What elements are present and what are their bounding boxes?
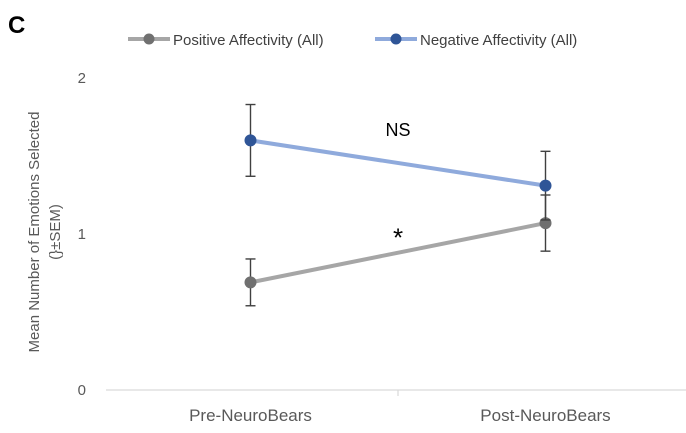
significance-label: * [393, 223, 403, 253]
series-line [250, 221, 546, 285]
data-point [244, 276, 257, 289]
legend-marker-negative [390, 33, 402, 45]
legend-label-negative: Negative Affectivity (All) [420, 32, 577, 49]
y-tick-labels: 0 1 2 [78, 70, 86, 399]
significance-label: NS [385, 120, 410, 140]
x-category-label: Post-NeuroBears [480, 406, 610, 425]
legend-label-positive: Positive Affectivity (All) [173, 32, 324, 49]
data-point [244, 134, 257, 147]
y-tick-label: 2 [78, 70, 86, 87]
legend-marker-positive [143, 33, 155, 45]
legend: Positive Affectivity (All) Negative Affe… [128, 32, 577, 49]
plot-area [244, 103, 552, 307]
y-axis-title: Mean Number of Emotions Selected [26, 112, 43, 353]
y-axis-title-line2: (}±SEM) [47, 204, 64, 260]
series-1 [244, 103, 552, 221]
data-point [539, 179, 552, 192]
series-line [250, 138, 546, 188]
y-tick-label: 0 [78, 382, 86, 399]
x-category-labels: Pre-NeuroBears Post-NeuroBears [189, 406, 611, 425]
y-tick-label: 1 [78, 226, 86, 243]
x-category-label: Pre-NeuroBears [189, 406, 312, 425]
annotations: NS * [385, 120, 410, 253]
panel-label: C [8, 12, 25, 39]
